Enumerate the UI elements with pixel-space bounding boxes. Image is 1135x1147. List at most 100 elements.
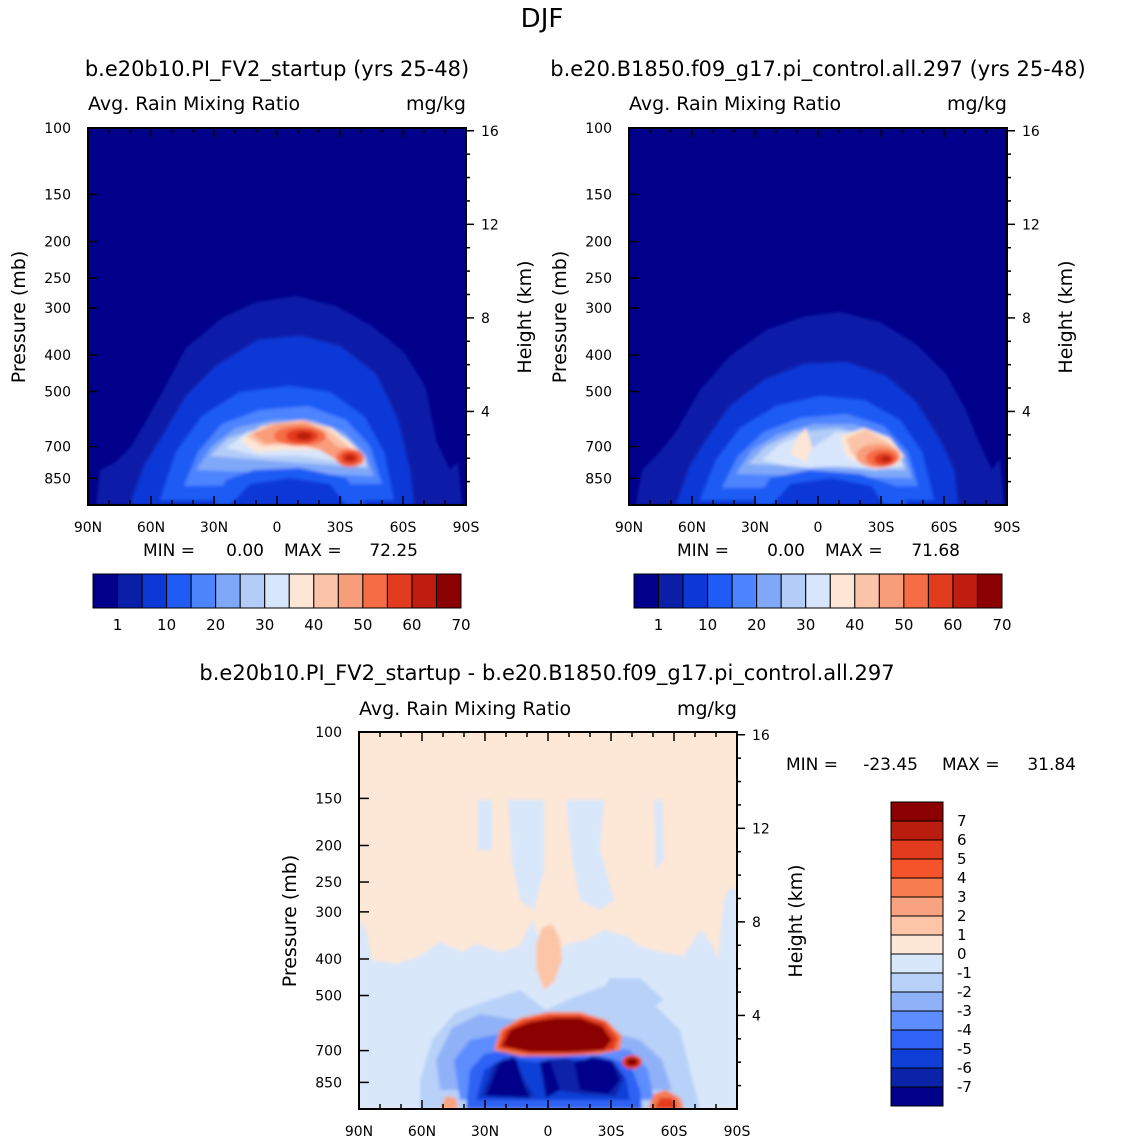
- x-tick-label: 60N: [137, 520, 165, 536]
- colorbar-label: -5: [957, 1040, 972, 1058]
- colorbar-swatch: [890, 858, 944, 879]
- x-tick-label: 90S: [453, 520, 480, 536]
- variable-label: Avg. Rain Mixing Ratio: [359, 698, 571, 720]
- y-tick-label: 200: [44, 234, 71, 250]
- panel-control-2: b.e20.B1850.f09_g17.pi_control.all.297 (…: [549, 57, 1086, 634]
- y-right-tick-label: 16: [481, 124, 499, 140]
- units-label: mg/kg: [677, 698, 737, 720]
- colorbar-swatch: [890, 934, 944, 955]
- colorbar-label: -3: [957, 1002, 972, 1020]
- units-label: mg/kg: [947, 93, 1007, 115]
- colorbar-swatch: [890, 953, 944, 974]
- colorbar-label: 50: [894, 616, 913, 634]
- variable-label: Avg. Rain Mixing Ratio: [88, 93, 300, 115]
- y-tick-label: 300: [44, 301, 71, 317]
- colorbar-label: 60: [943, 616, 962, 634]
- colorbar-swatch: [682, 573, 709, 609]
- colorbar-label: 70: [992, 616, 1011, 634]
- plot-area: [88, 128, 466, 505]
- colorbar-label: 1: [957, 926, 967, 944]
- y-right-tick-label: 16: [752, 728, 770, 744]
- x-tick-label: 30S: [598, 1124, 625, 1140]
- colorbar-label: 10: [698, 616, 717, 634]
- colorbar-swatch: [890, 1067, 944, 1088]
- contour-level-8: [790, 428, 812, 462]
- colorbar-label: 20: [206, 616, 225, 634]
- y-ticks-right: 16 12 8 4: [1007, 124, 1040, 483]
- x-ticks: 90N 60N 30N 0 30S 60S 90S: [615, 128, 1021, 536]
- colorbar-swatch: [780, 573, 807, 609]
- x-tick-label: 90S: [724, 1124, 751, 1140]
- x-tick-label: 0: [273, 520, 282, 536]
- y-tick-label: 500: [315, 989, 342, 1005]
- x-tick-label: 30N: [471, 1124, 499, 1140]
- colorbar-swatch: [890, 877, 944, 898]
- contour-level-13: [881, 456, 891, 462]
- y-tick-label: 700: [44, 440, 71, 456]
- figure-title: DJF: [521, 4, 564, 34]
- y-tick-label: 850: [315, 1075, 342, 1091]
- colorbar-label: 30: [796, 616, 815, 634]
- y-tick-label: 850: [585, 471, 612, 487]
- colorbar-swatch: [890, 915, 944, 936]
- contour-level-plus-5: [654, 1098, 678, 1109]
- colorbar-swatch: [239, 573, 266, 609]
- colorbar-swatch: [890, 1029, 944, 1050]
- panel-title: b.e20b10.PI_FV2_startup (yrs 25-48): [85, 57, 469, 82]
- colorbar-label: 60: [402, 616, 421, 634]
- colorbar-label: 7: [957, 812, 967, 830]
- y-right-tick-label: 12: [752, 821, 770, 837]
- x-tick-label: 60S: [931, 520, 958, 536]
- contour-level-minus-2: [596, 978, 664, 1010]
- x-ticks: 90N 60N 30N 0 30S 60S 90S: [345, 732, 751, 1140]
- plot-area: [629, 128, 1007, 505]
- max-value: 72.25: [369, 541, 418, 561]
- min-label: MIN =: [143, 541, 195, 561]
- y-tick-label: 250: [315, 875, 342, 891]
- y-tick-label: 150: [585, 187, 612, 203]
- y-tick-label: 700: [585, 440, 612, 456]
- max-label: MAX =: [825, 541, 883, 561]
- y-axis-label: Pressure (mb): [279, 855, 301, 988]
- colorbar-label: 40: [845, 616, 864, 634]
- min-value: -23.45: [863, 755, 918, 775]
- x-tick-label: 90S: [994, 520, 1021, 536]
- contour-level-plus-2: [440, 1096, 458, 1109]
- colorbar-label: -2: [957, 983, 972, 1001]
- plot-area: [359, 732, 737, 1109]
- y-right-tick-label: 4: [1022, 404, 1031, 420]
- y-right-tick-label: 8: [752, 915, 761, 931]
- colorbar-label: -6: [957, 1059, 972, 1077]
- colorbar-swatch: [890, 839, 944, 860]
- x-tick-label: 90N: [345, 1124, 373, 1140]
- y-tick-label: 850: [44, 471, 71, 487]
- max-label: MAX =: [284, 541, 342, 561]
- y-ticks-right: 16 12 8 4: [466, 124, 499, 483]
- y-tick-label: 500: [44, 385, 71, 401]
- y-right-tick-label: 16: [1022, 124, 1040, 140]
- contour-low-pocket: [772, 478, 884, 505]
- y-tick-label: 150: [44, 187, 71, 203]
- colorbar-swatch: [633, 573, 660, 609]
- colorbar-swatch: [890, 972, 944, 993]
- colorbar-swatch: [190, 573, 217, 609]
- colorbar-swatch: [805, 573, 831, 609]
- colorbar-swatch: [337, 573, 364, 609]
- variable-label: Avg. Rain Mixing Ratio: [629, 93, 841, 115]
- y-ticks: 100 150 200 250 300 400 500 700 850: [44, 121, 98, 487]
- y-right-tick-label: 8: [481, 311, 490, 327]
- y-right-tick-label: 4: [752, 1008, 761, 1024]
- y-tick-label: 150: [315, 791, 342, 807]
- colorbar-swatch: [707, 573, 733, 609]
- x-tick-label: 60S: [390, 520, 417, 536]
- colorbar-label: 1: [654, 616, 664, 634]
- colorbar-swatch: [890, 1048, 944, 1069]
- panel-title: b.e20.B1850.f09_g17.pi_control.all.297 (…: [550, 57, 1085, 82]
- y-tick-label: 300: [315, 905, 342, 921]
- colorbar-swatch: [264, 573, 290, 609]
- y-ticks-right: 16 12 8 4: [737, 728, 770, 1087]
- min-label: MIN =: [786, 755, 838, 775]
- contour-level-plus-7: [502, 1018, 612, 1052]
